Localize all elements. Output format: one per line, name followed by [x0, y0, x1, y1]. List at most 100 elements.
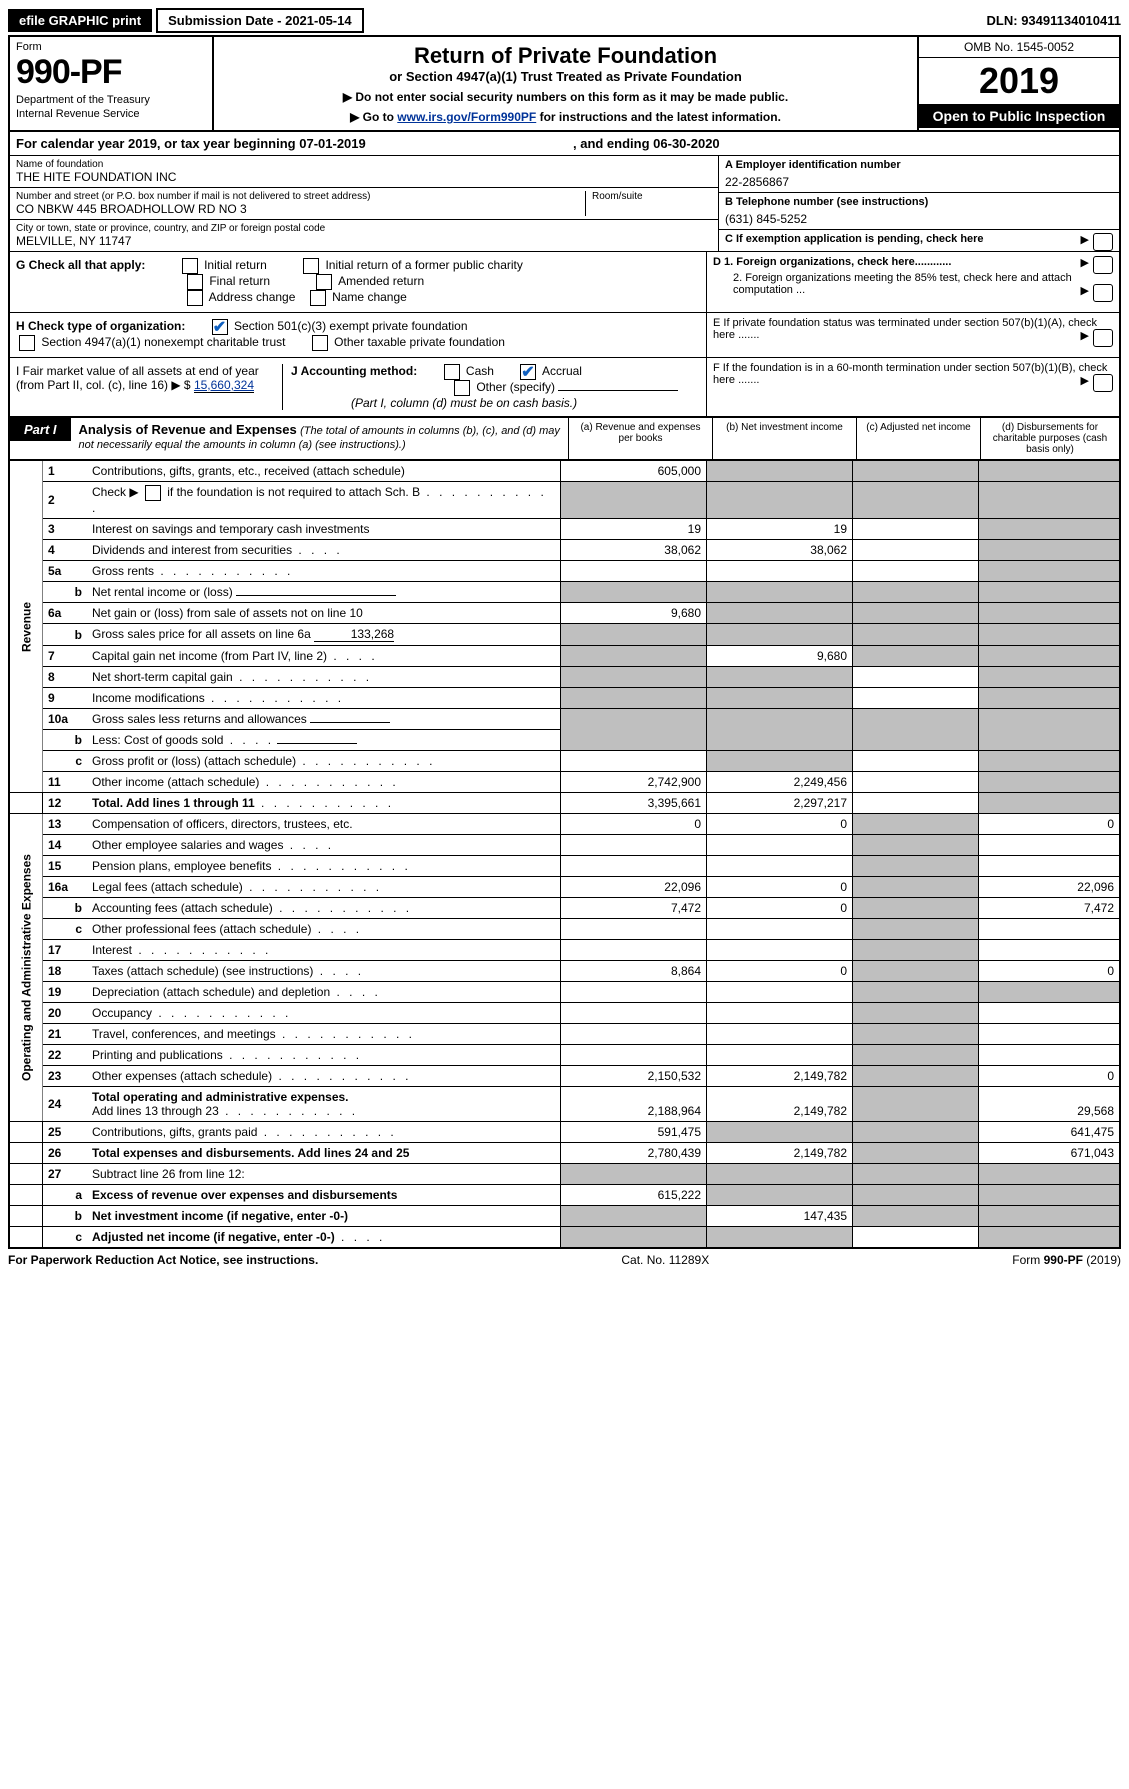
d1-checkbox[interactable] [1093, 256, 1113, 274]
e-label: E If private foundation status was termi… [713, 317, 1097, 341]
h-other-checkbox[interactable] [312, 335, 328, 351]
cal-pre: For calendar year 2019, or tax year begi… [16, 136, 299, 151]
addr-value: CO NBKW 445 BROADHOLLOW RD NO 3 [16, 202, 585, 216]
g-label: G Check all that apply: [16, 258, 145, 272]
j-label: J Accounting method: [291, 364, 417, 378]
r2-checkbox[interactable] [145, 485, 161, 501]
f-checkbox[interactable] [1093, 374, 1113, 392]
r9-c [853, 688, 979, 709]
r18-desc-text: Taxes (attach schedule) (see instruction… [92, 964, 313, 978]
r25-desc: Contributions, gifts, grants paid [87, 1122, 561, 1143]
r7-b: 9,680 [707, 646, 853, 667]
info-grid: Name of foundation THE HITE FOUNDATION I… [10, 156, 1119, 252]
r25-desc-text: Contributions, gifts, grants paid [92, 1125, 257, 1139]
table-row: 14 Other employee salaries and wages [10, 835, 1119, 856]
r12-desc: Total. Add lines 1 through 11 [87, 793, 561, 814]
table-row: 12 Total. Add lines 1 through 11 3,395,6… [10, 793, 1119, 814]
h-501c3-checkbox[interactable] [212, 319, 228, 335]
r19-b [707, 982, 853, 1003]
r5b-num: b [43, 582, 88, 603]
instr-2-post: for instructions and the latest informat… [536, 110, 781, 124]
r7-desc: Capital gain net income (from Part IV, l… [87, 646, 561, 667]
r16c-desc-text: Other professional fees (attach schedule… [92, 922, 311, 936]
r3-desc: Interest on savings and temporary cash i… [87, 519, 561, 540]
r27c-desc-text: Adjusted net income (if negative, enter … [92, 1230, 335, 1244]
r25-a: 591,475 [561, 1122, 707, 1143]
main-table: Revenue 1 Contributions, gifts, grants, … [10, 460, 1119, 1247]
part1-label: Part I [10, 418, 71, 441]
r14-b [707, 835, 853, 856]
submission-date: Submission Date - 2021-05-14 [156, 8, 364, 33]
efile-btn[interactable]: efile GRAPHIC print [8, 9, 152, 32]
table-row: c Gross profit or (loss) (attach schedul… [10, 751, 1119, 772]
ij-row: I Fair market value of all assets at end… [10, 358, 1119, 418]
i-value[interactable]: 15,660,324 [194, 378, 254, 393]
j-accrual-checkbox[interactable] [520, 364, 536, 380]
r12-desc-text: Total. Add lines 1 through 11 [92, 796, 255, 810]
r6b-d [979, 624, 1120, 646]
r13-a: 0 [561, 814, 707, 835]
header-right: OMB No. 1545-0052 2019 Open to Public In… [917, 37, 1119, 130]
table-row: 8 Net short-term capital gain [10, 667, 1119, 688]
r27a-a: 615,222 [561, 1185, 707, 1206]
r17-a [561, 940, 707, 961]
g-amended: Amended return [338, 274, 424, 288]
cal-end: 06-30-2020 [653, 136, 720, 151]
g-initial-former-checkbox[interactable] [303, 258, 319, 274]
r24-desc2: Add lines 13 through 23 [92, 1104, 219, 1118]
r20-desc-text: Occupancy [92, 1006, 152, 1020]
r3-b: 19 [707, 519, 853, 540]
name-value: THE HITE FOUNDATION INC [16, 170, 712, 184]
r4-num: 4 [43, 540, 88, 561]
r16b-b: 0 [707, 898, 853, 919]
r24-b: 2,149,782 [707, 1087, 853, 1122]
r7-a [561, 646, 707, 667]
header-mid: Return of Private Foundation or Section … [214, 37, 917, 130]
r22-num: 22 [43, 1045, 88, 1066]
h-4947-checkbox[interactable] [19, 335, 35, 351]
table-row: 19 Depreciation (attach schedule) and de… [10, 982, 1119, 1003]
g-address-checkbox[interactable] [187, 290, 203, 306]
r10b-desc: Less: Cost of goods sold [87, 730, 561, 751]
c-checkbox[interactable] [1093, 233, 1113, 251]
r22-d [979, 1045, 1120, 1066]
r11-num: 11 [43, 772, 88, 793]
r21-d [979, 1024, 1120, 1045]
g-address: Address change [209, 290, 296, 304]
r10a-desc: Gross sales less returns and allowances [87, 709, 561, 730]
table-row: 11 Other income (attach schedule) 2,742,… [10, 772, 1119, 793]
r24-d: 29,568 [979, 1087, 1120, 1122]
g-row: G Check all that apply: Initial return I… [10, 252, 1119, 313]
table-row: 24 Total operating and administrative ex… [10, 1087, 1119, 1122]
r14-num: 14 [43, 835, 88, 856]
j-note: (Part I, column (d) must be on cash basi… [351, 396, 577, 410]
r10ab-c [853, 709, 979, 751]
g-initial-checkbox[interactable] [182, 258, 198, 274]
col-c: (c) Adjusted net income [856, 418, 980, 459]
city-value: MELVILLE, NY 11747 [16, 234, 712, 248]
r8-a [561, 667, 707, 688]
r16a-d: 22,096 [979, 877, 1120, 898]
g-final-checkbox[interactable] [187, 274, 203, 290]
form-subtitle: or Section 4947(a)(1) Trust Treated as P… [234, 69, 897, 84]
g-name-checkbox[interactable] [310, 290, 326, 306]
r15-desc: Pension plans, employee benefits [87, 856, 561, 877]
omb-number: OMB No. 1545-0052 [919, 37, 1119, 58]
r17-desc-text: Interest [92, 943, 132, 957]
r27-a [561, 1164, 707, 1185]
r1-a: 605,000 [561, 461, 707, 482]
j-cash-checkbox[interactable] [444, 364, 460, 380]
r16b-a: 7,472 [561, 898, 707, 919]
r2-b [707, 482, 853, 519]
r16b-c [853, 898, 979, 919]
r12-b: 2,297,217 [707, 793, 853, 814]
form-link[interactable]: www.irs.gov/Form990PF [397, 110, 536, 124]
table-row: Revenue 1 Contributions, gifts, grants, … [10, 461, 1119, 482]
d2-checkbox[interactable] [1093, 284, 1113, 302]
form-label: Form [16, 41, 206, 53]
r10c-c [853, 751, 979, 772]
g-amended-checkbox[interactable] [316, 274, 332, 290]
j-other-checkbox[interactable] [454, 380, 470, 396]
e-checkbox[interactable] [1093, 329, 1113, 347]
dept-treasury: Department of the Treasury [16, 94, 206, 106]
